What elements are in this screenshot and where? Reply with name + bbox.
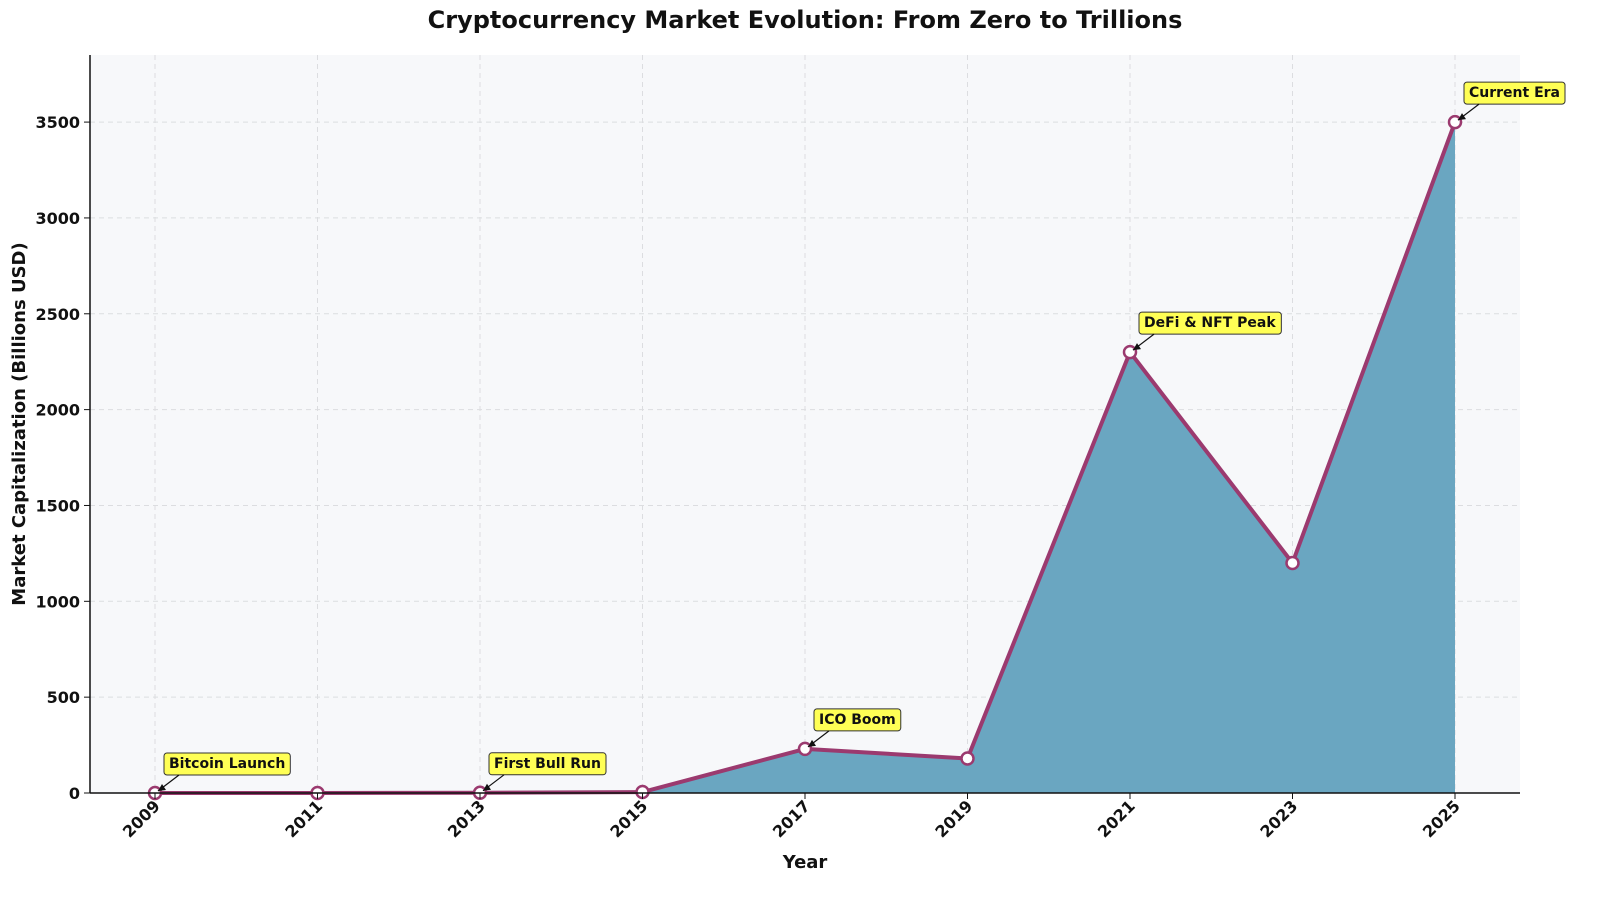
x-tick-label: 2017 bbox=[769, 796, 814, 841]
annotation: ICO Boom bbox=[807, 708, 902, 748]
x-tick-label: 2019 bbox=[931, 796, 976, 841]
annotation-text: First Bull Run bbox=[494, 756, 601, 772]
y-axis-label: Market Capitalization (Billions USD) bbox=[9, 242, 30, 605]
x-tick-label: 2011 bbox=[281, 796, 326, 841]
x-tick-label: 2013 bbox=[444, 796, 489, 841]
y-tick-label: 500 bbox=[47, 688, 80, 707]
x-axis-label: Year bbox=[782, 852, 828, 873]
data-point bbox=[960, 751, 975, 766]
annotation: Current Era bbox=[1457, 81, 1566, 121]
annotation: DeFi & NFT Peak bbox=[1132, 311, 1282, 351]
data-point bbox=[797, 741, 813, 757]
y-tick-label: 1500 bbox=[35, 496, 80, 515]
annotation-arrowhead bbox=[483, 783, 491, 791]
annotation-arrowhead bbox=[158, 784, 166, 791]
x-tick-label: 2021 bbox=[1094, 796, 1139, 841]
data-point bbox=[1447, 114, 1463, 130]
annotation-box bbox=[1138, 311, 1282, 335]
annotation-text: ICO Boom bbox=[819, 712, 896, 728]
y-tick-label: 0 bbox=[69, 784, 80, 803]
annotation-text: Bitcoin Launch bbox=[169, 756, 285, 772]
chart-title: Cryptocurrency Market Evolution: From Ze… bbox=[428, 6, 1183, 34]
annotation-arrowhead bbox=[1133, 343, 1141, 351]
x-tick-label: 2025 bbox=[1419, 796, 1464, 841]
area bbox=[155, 122, 1455, 793]
annotation-arrowhead bbox=[808, 739, 816, 747]
y-tick-label: 2000 bbox=[35, 401, 80, 420]
x-tick-label: 2009 bbox=[119, 796, 164, 841]
y-tick-label: 3500 bbox=[35, 113, 80, 132]
annotation: First Bull Run bbox=[482, 752, 607, 792]
annotation-box bbox=[1463, 81, 1566, 105]
annotation-box bbox=[813, 708, 902, 732]
annotation-box bbox=[488, 752, 607, 776]
data-point bbox=[1285, 555, 1300, 571]
annotation: Bitcoin Launch bbox=[157, 752, 291, 792]
x-tick-label: 2015 bbox=[606, 796, 651, 841]
grid bbox=[90, 55, 1520, 793]
y-tick-label: 1000 bbox=[35, 592, 80, 611]
y-tick-label: 3000 bbox=[35, 209, 80, 228]
annotation-arrowhead bbox=[1458, 113, 1466, 121]
data-point bbox=[1122, 344, 1138, 360]
annotation-box bbox=[163, 752, 291, 776]
annotations: Bitcoin Launch First Bull Run ICO Boom DeFi… bbox=[157, 81, 1566, 792]
annotation-text: DeFi & NFT Peak bbox=[1144, 315, 1276, 331]
annotation-text: Current Era bbox=[1469, 85, 1560, 101]
x-tick-label: 2023 bbox=[1256, 796, 1301, 841]
y-tick-label: 2500 bbox=[35, 305, 80, 324]
